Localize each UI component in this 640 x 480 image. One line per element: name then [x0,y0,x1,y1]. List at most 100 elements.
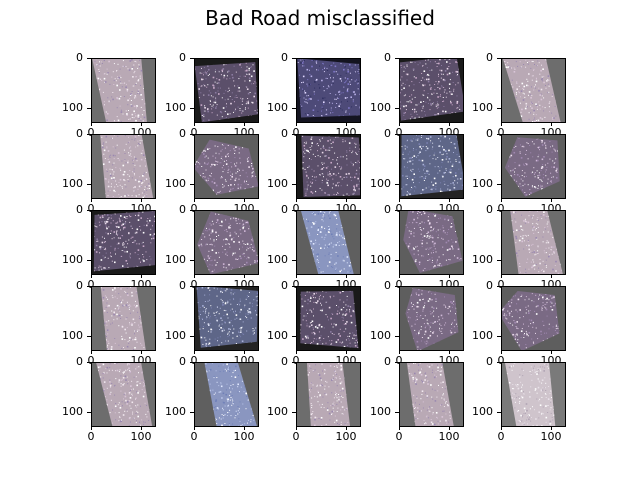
y-tick-label: 100 [62,405,83,418]
x-tick-label: 100 [130,430,152,443]
y-tick [292,134,296,135]
road-image-render [91,286,155,350]
texture-speckles [510,210,563,274]
road-image [296,58,360,122]
y-tick [497,210,501,211]
y-tick [190,286,194,287]
x-tick-label: 0 [190,126,198,139]
x-tick [346,198,347,202]
y-tick-label: 0 [76,355,83,368]
road-image [91,286,155,350]
y-tick-label: 100 [472,405,493,418]
y-tick [497,58,501,59]
x-tick [501,350,502,354]
x-tick [141,122,142,126]
road-image-render [296,134,360,198]
subplot-axes [399,210,464,275]
x-tick-label: 0 [292,354,300,367]
y-tick-label: 100 [165,101,186,114]
road-image [296,286,360,350]
road-image [399,362,463,426]
y-tick [190,184,194,185]
x-tick-label: 0 [292,278,300,291]
y-tick-label: 0 [486,279,493,292]
x-tick-label: 100 [233,430,255,443]
road-image-render [296,286,360,350]
y-tick-label: 100 [62,253,83,266]
x-tick [91,350,92,354]
y-tick-label: 0 [384,51,391,64]
x-tick-label: 0 [497,354,505,367]
y-tick-label: 100 [165,329,186,342]
x-tick [91,122,92,126]
road-image [296,210,360,274]
y-tick [497,184,501,185]
y-tick-label: 0 [384,279,391,292]
road-patch [504,362,556,426]
y-tick-label: 0 [486,51,493,64]
road-image-render [91,58,155,122]
y-tick [87,108,91,109]
road-image [194,210,258,274]
road-image-render [91,134,155,198]
x-tick [244,274,245,278]
x-tick [194,426,195,430]
y-tick [292,362,296,363]
x-tick [399,274,400,278]
y-tick [292,58,296,59]
subplot-axes [91,58,156,123]
y-tick-label: 0 [76,279,83,292]
y-tick [497,412,501,413]
y-tick-label: 100 [370,405,391,418]
y-tick-label: 0 [384,127,391,140]
road-image-render [399,286,463,350]
y-tick-label: 0 [281,279,288,292]
x-tick [399,426,400,430]
y-tick [87,134,91,135]
y-tick-label: 0 [486,203,493,216]
x-tick [346,426,347,430]
road-image-render [91,362,155,426]
y-tick [190,336,194,337]
road-patch [406,362,454,426]
road-patch [194,139,258,195]
y-tick-label: 100 [62,329,83,342]
y-tick [87,412,91,413]
subplot-axes [91,286,156,351]
road-image [194,134,258,198]
x-tick [551,198,552,202]
y-tick [87,286,91,287]
y-tick [497,134,501,135]
y-tick [87,260,91,261]
road-image-render [194,134,258,198]
y-tick [395,58,399,59]
y-tick-label: 100 [472,177,493,190]
road-patch [100,134,154,198]
x-tick-label: 0 [395,202,403,215]
road-image [501,286,565,350]
x-tick [501,274,502,278]
subplot-axes [501,134,566,199]
x-tick-label: 100 [438,430,460,443]
road-image [296,134,360,198]
x-tick [399,350,400,354]
x-tick [296,350,297,354]
x-tick [91,426,92,430]
x-tick [449,426,450,430]
y-tick-label: 0 [76,51,83,64]
y-tick [87,336,91,337]
x-tick [141,350,142,354]
y-tick-label: 100 [62,177,83,190]
y-tick [190,260,194,261]
x-tick [346,122,347,126]
x-tick [296,426,297,430]
y-tick-label: 0 [281,355,288,368]
texture-speckles [93,210,155,272]
y-tick-label: 0 [179,127,186,140]
subplot-axes [296,134,361,199]
subplot-axes [296,58,361,123]
y-tick-label: 100 [267,101,288,114]
y-tick-label: 100 [165,253,186,266]
y-tick [190,210,194,211]
x-tick [501,426,502,430]
